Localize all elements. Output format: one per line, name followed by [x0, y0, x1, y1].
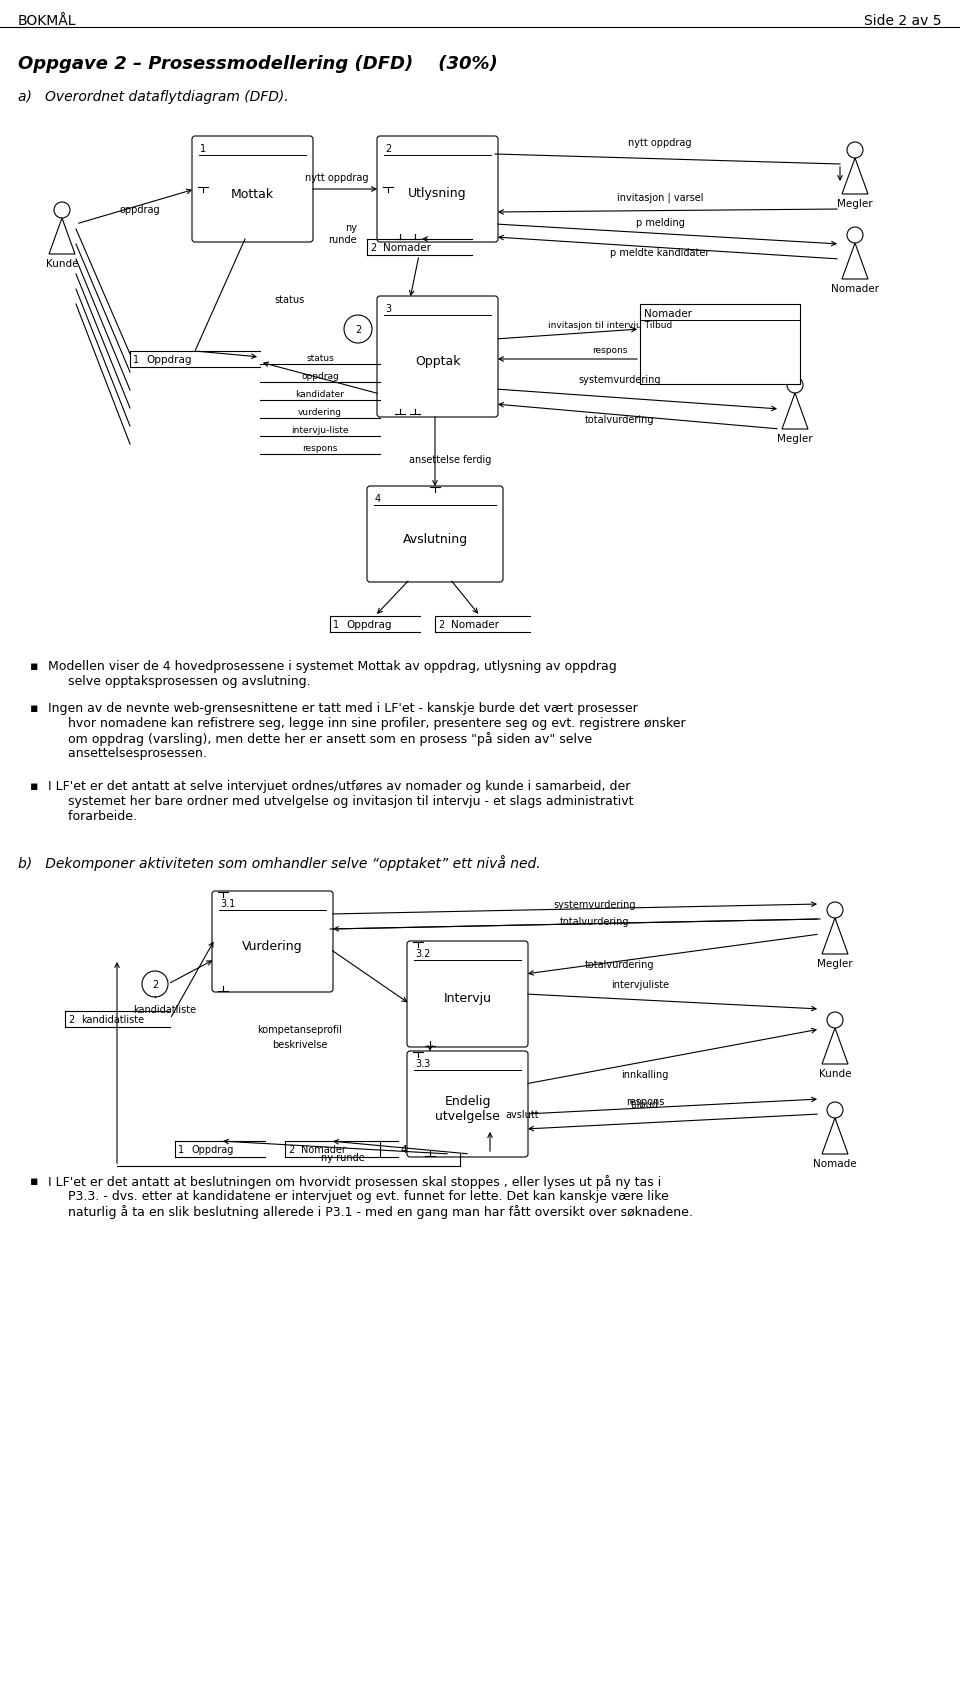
Text: ansettelsesprosessen.: ansettelsesprosessen. — [48, 747, 206, 760]
Text: Oppdrag: Oppdrag — [346, 620, 392, 630]
Text: Oppdrag: Oppdrag — [146, 355, 191, 365]
Text: hvor nomadene kan refistrere seg, legge inn sine profiler, presentere seg og evt: hvor nomadene kan refistrere seg, legge … — [48, 716, 685, 730]
Text: 1: 1 — [200, 144, 206, 154]
Text: Utlysning: Utlysning — [408, 187, 467, 201]
Text: p melding: p melding — [636, 218, 684, 228]
Text: tilbud: tilbud — [631, 1100, 659, 1110]
Text: Intervju: Intervju — [444, 991, 492, 1005]
Text: kompetanseprofil: kompetanseprofil — [257, 1025, 343, 1034]
Text: 1: 1 — [333, 620, 339, 630]
Text: Nomader: Nomader — [451, 620, 499, 630]
Text: systemvurdering: systemvurdering — [579, 375, 661, 385]
Text: ny
runde: ny runde — [328, 223, 357, 245]
Text: systemet her bare ordner med utvelgelse og invitasjon til intervju - et slags ad: systemet her bare ordner med utvelgelse … — [48, 794, 634, 807]
Text: 1: 1 — [133, 355, 139, 365]
Text: ny runde: ny runde — [322, 1152, 365, 1162]
Text: intervju-liste: intervju-liste — [291, 426, 348, 434]
Text: totalvurdering: totalvurdering — [561, 917, 630, 927]
Text: Megler: Megler — [778, 434, 813, 444]
Text: selve opptaksprosessen og avslutning.: selve opptaksprosessen og avslutning. — [48, 674, 311, 687]
FancyBboxPatch shape — [377, 297, 498, 417]
FancyBboxPatch shape — [192, 137, 313, 243]
Text: ansettelse ferdig: ansettelse ferdig — [409, 454, 492, 464]
Text: intervjuliste: intervjuliste — [611, 980, 669, 990]
Text: respons: respons — [626, 1096, 664, 1106]
Text: invitasjon | varsel: invitasjon | varsel — [616, 193, 704, 203]
Text: totalvurdering: totalvurdering — [586, 959, 655, 969]
Text: beskrivelse: beskrivelse — [273, 1039, 327, 1049]
Text: 2: 2 — [370, 243, 376, 253]
Text: avslutt: avslutt — [505, 1110, 539, 1120]
Text: systemvurdering: systemvurdering — [554, 900, 636, 909]
Text: b)   Dekomponer aktiviteten som omhandler selve “opptaket” ett nivå ned.: b) Dekomponer aktiviteten som omhandler … — [18, 855, 540, 870]
Text: forarbeide.: forarbeide. — [48, 809, 137, 823]
Text: Opptak: Opptak — [415, 355, 460, 368]
Text: P3.3. - dvs. etter at kandidatene er intervjuet og evt. funnet for lette. Det ka: P3.3. - dvs. etter at kandidatene er int… — [48, 1189, 669, 1203]
Text: naturlig å ta en slik beslutning allerede i P3.1 - med en gang man har fått over: naturlig å ta en slik beslutning allered… — [48, 1204, 693, 1218]
Text: 2: 2 — [288, 1145, 295, 1154]
Text: status: status — [275, 296, 305, 304]
Text: Kunde: Kunde — [819, 1069, 852, 1078]
Text: 3.2: 3.2 — [415, 949, 430, 958]
Text: 2: 2 — [385, 144, 392, 154]
Text: 3.3: 3.3 — [415, 1059, 430, 1069]
Text: Side 2 av 5: Side 2 av 5 — [865, 14, 942, 29]
Text: p meldte kandidater: p meldte kandidater — [611, 248, 709, 258]
Text: Megler: Megler — [817, 958, 852, 968]
Text: 4: 4 — [375, 493, 381, 503]
Text: status: status — [306, 353, 334, 363]
Text: Oppdrag: Oppdrag — [191, 1145, 233, 1154]
FancyBboxPatch shape — [367, 486, 503, 583]
Text: oppdrag: oppdrag — [120, 204, 160, 215]
Text: innkalling: innkalling — [621, 1069, 669, 1079]
FancyBboxPatch shape — [640, 304, 800, 385]
Text: Modellen viser de 4 hovedprosessene i systemet Mottak av oppdrag, utlysning av o: Modellen viser de 4 hovedprosessene i sy… — [48, 660, 616, 672]
Text: Megler: Megler — [837, 199, 873, 209]
Text: 2: 2 — [355, 324, 361, 334]
Text: ▪: ▪ — [30, 660, 38, 672]
Text: om oppdrag (varsling), men dette her er ansett som en prosess "på siden av" selv: om oppdrag (varsling), men dette her er … — [48, 731, 592, 745]
FancyBboxPatch shape — [377, 137, 498, 243]
Text: Nomader: Nomader — [831, 284, 879, 294]
Text: 3: 3 — [385, 304, 391, 314]
Text: Avslutning: Avslutning — [402, 532, 468, 546]
Text: Nomader: Nomader — [383, 243, 431, 253]
Text: Vurdering: Vurdering — [242, 939, 302, 953]
Text: a)   Overordnet dataflytdiagram (DFD).: a) Overordnet dataflytdiagram (DFD). — [18, 90, 289, 105]
Text: I LF'et er det antatt at beslutningen om hvorvidt prosessen skal stoppes , eller: I LF'et er det antatt at beslutningen om… — [48, 1174, 661, 1189]
Text: nytt oppdrag: nytt oppdrag — [305, 172, 369, 182]
Text: ▪: ▪ — [30, 1174, 38, 1187]
Text: Oppgave 2 – Prosessmodellering (DFD)    (30%): Oppgave 2 – Prosessmodellering (DFD) (30… — [18, 56, 497, 73]
Text: 1: 1 — [178, 1145, 184, 1154]
Text: totalvurdering: totalvurdering — [586, 415, 655, 424]
FancyBboxPatch shape — [212, 892, 333, 993]
FancyBboxPatch shape — [407, 941, 528, 1047]
Text: Kunde: Kunde — [46, 258, 79, 269]
Text: I LF'et er det antatt at selve intervjuet ordnes/utføres av nomader og kunde i s: I LF'et er det antatt at selve intervjue… — [48, 780, 631, 792]
Text: BOKMÅL: BOKMÅL — [18, 14, 77, 29]
Text: Endelig
utvelgelse: Endelig utvelgelse — [435, 1094, 500, 1121]
Text: 2: 2 — [68, 1015, 74, 1025]
Text: kandidatliste: kandidatliste — [133, 1005, 197, 1015]
Text: nytt oppdrag: nytt oppdrag — [628, 138, 692, 149]
Text: 2: 2 — [152, 980, 158, 990]
Text: 4: 4 — [400, 1145, 407, 1154]
Text: kandidatliste: kandidatliste — [81, 1015, 144, 1025]
Text: Nomader: Nomader — [301, 1145, 346, 1154]
Text: ▪: ▪ — [30, 701, 38, 714]
Text: invitasjon til intervju Tilbud: invitasjon til intervju Tilbud — [548, 321, 672, 329]
Text: Nomader: Nomader — [644, 309, 692, 319]
Text: 3.1: 3.1 — [220, 899, 235, 909]
Text: respons: respons — [592, 346, 628, 355]
Text: ▪: ▪ — [30, 780, 38, 792]
Text: oppdrag: oppdrag — [301, 372, 339, 380]
Text: Mottak: Mottak — [231, 187, 274, 201]
Text: Nomade: Nomade — [813, 1159, 857, 1169]
Text: 2: 2 — [438, 620, 444, 630]
FancyBboxPatch shape — [407, 1051, 528, 1157]
Text: Ingen av de nevnte web-grensesnittene er tatt med i LF'et - kanskje burde det væ: Ingen av de nevnte web-grensesnittene er… — [48, 701, 637, 714]
Text: respons: respons — [302, 444, 338, 453]
Text: vurdering: vurdering — [298, 407, 342, 417]
Text: kandidater: kandidater — [296, 390, 345, 399]
